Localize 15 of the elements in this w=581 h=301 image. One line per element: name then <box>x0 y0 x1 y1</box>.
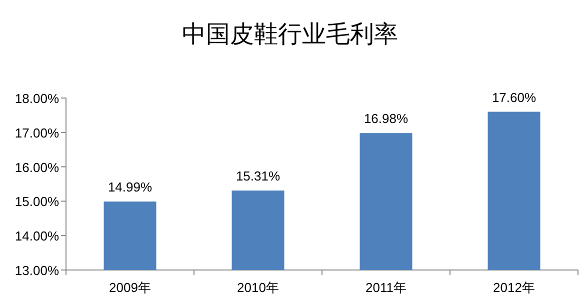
value-label: 16.98% <box>364 111 408 126</box>
value-label: 14.99% <box>108 180 152 195</box>
ytick: 16.00% <box>14 160 59 175</box>
ytick: 17.00% <box>14 125 59 140</box>
category: 2012年 <box>493 280 535 295</box>
ytick: 14.00% <box>14 228 59 244</box>
category: 2010年 <box>237 280 279 295</box>
ytick: 15.00% <box>14 194 59 210</box>
ytick: 18.00% <box>14 91 59 106</box>
value-label: 17.60% <box>492 90 536 105</box>
category: 2009年 <box>109 280 151 295</box>
value-label: 15.31% <box>236 168 280 184</box>
category: 2011年 <box>366 280 406 295</box>
title: 中国皮鞋行业毛利率 <box>182 21 398 48</box>
ytick: 13.00% <box>14 263 59 278</box>
